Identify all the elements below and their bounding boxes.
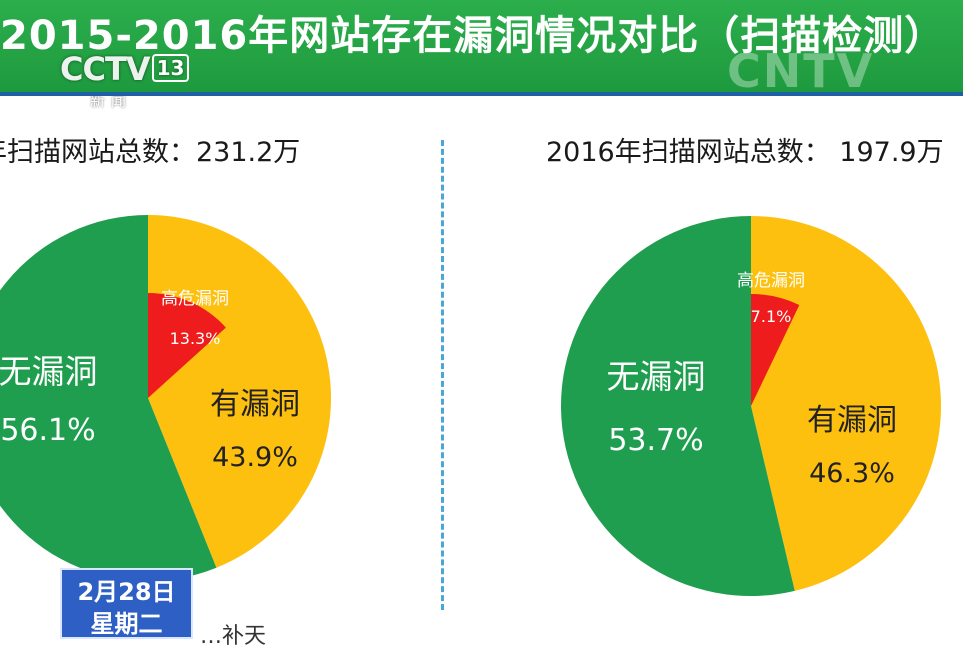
value-no-vuln-2016: 53.7% bbox=[608, 423, 703, 458]
label-has-vuln-2016: 有漏洞 bbox=[807, 403, 897, 438]
value-has-vuln-2015: 43.9% bbox=[212, 442, 298, 473]
logo-text: CCTV bbox=[60, 50, 151, 88]
news-ticker: …补天 bbox=[200, 624, 267, 649]
weekday-text: 星期二 bbox=[90, 610, 163, 638]
chart-title: 2015-2016年网站存在漏洞情况对比（扫描检测） bbox=[0, 13, 946, 59]
caption-2015: 年扫描网站总数：231.2万 bbox=[0, 137, 301, 168]
slice-high-risk-2015 bbox=[148, 293, 226, 398]
channel-logo: CCTV 13 新闻 bbox=[60, 50, 190, 110]
value-high-risk-2016: 7.1% bbox=[751, 307, 792, 326]
value-no-vuln-2015: 56.1% bbox=[0, 413, 95, 448]
value-has-vuln-2016: 46.3% bbox=[809, 458, 895, 489]
caption-2016: 2016年扫描网站总数： 197.9万 bbox=[546, 137, 944, 168]
value-high-risk-2015: 13.3% bbox=[170, 329, 221, 348]
label-no-vuln-2016: 无漏洞 bbox=[607, 357, 706, 396]
slice-no-vuln-2015 bbox=[0, 215, 217, 581]
date-box: 2月28日 星期二 bbox=[60, 568, 193, 639]
dashed-divider bbox=[441, 140, 444, 610]
slice-has-vuln-2015 bbox=[148, 215, 331, 568]
label-no-vuln-2015: 无漏洞 bbox=[0, 352, 98, 391]
logo-channel-number: 13 bbox=[151, 54, 190, 82]
slice-high-risk-2016 bbox=[751, 294, 800, 406]
slice-has-vuln-2016 bbox=[751, 216, 942, 591]
title-banner: 2015-2016年网站存在漏洞情况对比（扫描检测） CCTV 13 新闻 CNT… bbox=[0, 0, 963, 110]
banner-underline bbox=[0, 92, 963, 96]
slice-no-vuln-2016 bbox=[561, 216, 795, 596]
date-text: 2月28日 bbox=[77, 578, 176, 606]
label-has-vuln-2015: 有漏洞 bbox=[210, 387, 300, 422]
label-high-risk-2016: 高危漏洞 bbox=[737, 271, 805, 291]
cntv-watermark: CNTV bbox=[727, 44, 875, 98]
label-high-risk-2015: 高危漏洞 bbox=[161, 289, 229, 309]
logo-subtitle: 新闻 bbox=[90, 92, 133, 110]
